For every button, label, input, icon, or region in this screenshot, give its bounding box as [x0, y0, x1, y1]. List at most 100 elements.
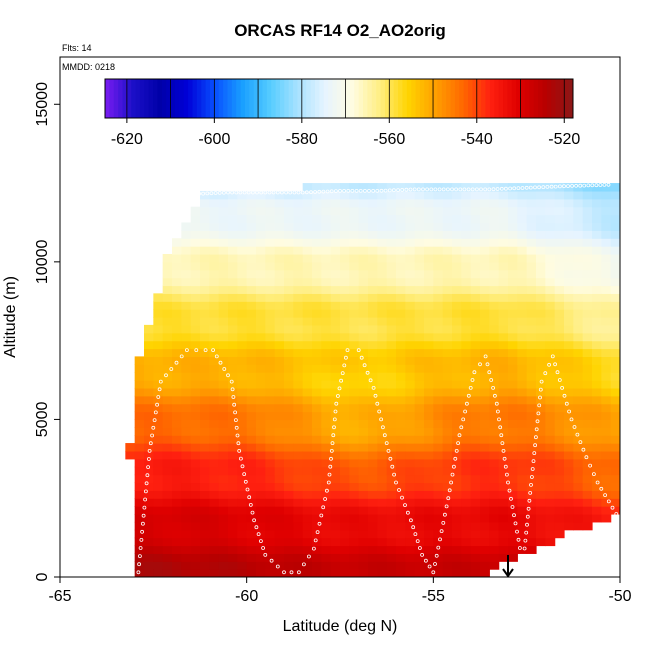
- field-cell: [181, 317, 192, 326]
- track-point: [313, 538, 318, 543]
- track-point: [451, 464, 456, 469]
- field-cell: [396, 411, 406, 421]
- track-point: [449, 480, 454, 485]
- field-cell: [246, 238, 257, 247]
- field-cell: [405, 293, 416, 302]
- field-cell: [414, 261, 425, 271]
- field-cell: [218, 332, 229, 342]
- arrow-head: [502, 568, 514, 578]
- field-cell: [480, 474, 490, 484]
- field-cell: [424, 293, 434, 302]
- field-cell: [433, 348, 444, 357]
- field-cell: [209, 269, 220, 279]
- field-cell: [610, 395, 620, 405]
- field-cell: [573, 238, 584, 247]
- field-cell: [433, 261, 444, 271]
- field-cell: [517, 498, 528, 507]
- field-cell: [181, 411, 192, 421]
- field-cell: [256, 230, 266, 239]
- field-cell: [293, 458, 304, 468]
- track-point: [234, 425, 239, 430]
- field-cell: [265, 498, 276, 507]
- field-cell: [284, 372, 294, 381]
- field-cell: [321, 332, 332, 342]
- field-cell: [284, 269, 294, 279]
- field-cell: [554, 364, 565, 373]
- field-cell: [228, 450, 238, 460]
- field-cell: [442, 380, 453, 389]
- colorbar-segment: [446, 79, 452, 118]
- field-cell: [162, 490, 173, 499]
- track-point: [425, 187, 430, 192]
- field-cell: [414, 427, 425, 436]
- field-cell: [228, 269, 238, 279]
- field-cell: [405, 521, 416, 531]
- field-cell: [536, 529, 546, 539]
- field-cell: [424, 506, 434, 515]
- field-cell: [498, 269, 509, 279]
- landing-marker: [502, 555, 514, 578]
- field-cell: [564, 364, 574, 373]
- field-cell: [470, 332, 481, 342]
- field-cell: [172, 253, 182, 263]
- field-cell: [377, 317, 388, 326]
- field-cell: [554, 395, 565, 405]
- field-cell: [340, 458, 350, 468]
- field-cell: [424, 419, 434, 428]
- track-point: [375, 401, 380, 406]
- field-cell: [610, 309, 620, 318]
- field-cell: [218, 214, 229, 224]
- track-point: [534, 435, 538, 440]
- field-cell: [461, 238, 472, 247]
- field-cell: [302, 458, 313, 468]
- field-cell: [573, 387, 584, 397]
- field-cell: [368, 364, 378, 373]
- field-cell: [536, 348, 546, 357]
- field-cell: [312, 458, 322, 468]
- field-cell: [536, 269, 546, 279]
- field-cell: [349, 253, 360, 263]
- colorbar-segment: [236, 79, 242, 118]
- field-cell: [526, 277, 537, 287]
- field-cell: [321, 411, 332, 421]
- track-point: [143, 489, 148, 494]
- field-cell: [246, 301, 257, 310]
- field-cell: [144, 387, 154, 397]
- field-cell: [508, 309, 518, 318]
- field-cell: [554, 230, 565, 239]
- field-cell: [200, 435, 210, 444]
- field-cell: [386, 356, 397, 365]
- field-cell: [508, 372, 518, 381]
- field-cell: [274, 301, 285, 310]
- field-cell: [601, 317, 612, 326]
- field-cell: [312, 513, 322, 523]
- field-cell: [498, 206, 509, 216]
- track-point: [397, 488, 401, 492]
- field-cell: [256, 301, 266, 310]
- field-cell: [489, 482, 500, 491]
- field-cell: [200, 348, 210, 357]
- field-cell: [442, 403, 453, 413]
- field-cell: [209, 545, 220, 554]
- colorbar-segment: [380, 79, 386, 118]
- track-point: [592, 472, 596, 477]
- field-cell: [246, 521, 257, 531]
- track-point: [523, 538, 528, 543]
- track-point: [479, 187, 483, 192]
- field-cell: [582, 238, 593, 247]
- field-cell: [480, 537, 490, 547]
- colorbar-segment: [328, 79, 333, 118]
- field-cell: [237, 309, 248, 318]
- field-cell: [274, 253, 285, 263]
- field-cell: [517, 238, 528, 247]
- field-cell: [526, 332, 537, 342]
- field-cell: [293, 364, 304, 373]
- field-cell: [461, 482, 472, 491]
- field-cell: [461, 553, 472, 562]
- track-point: [356, 348, 361, 353]
- field-cell: [237, 293, 248, 302]
- field-cell: [508, 364, 518, 373]
- field-cell: [144, 348, 154, 357]
- field-cell: [134, 395, 145, 405]
- field-cell: [601, 230, 612, 239]
